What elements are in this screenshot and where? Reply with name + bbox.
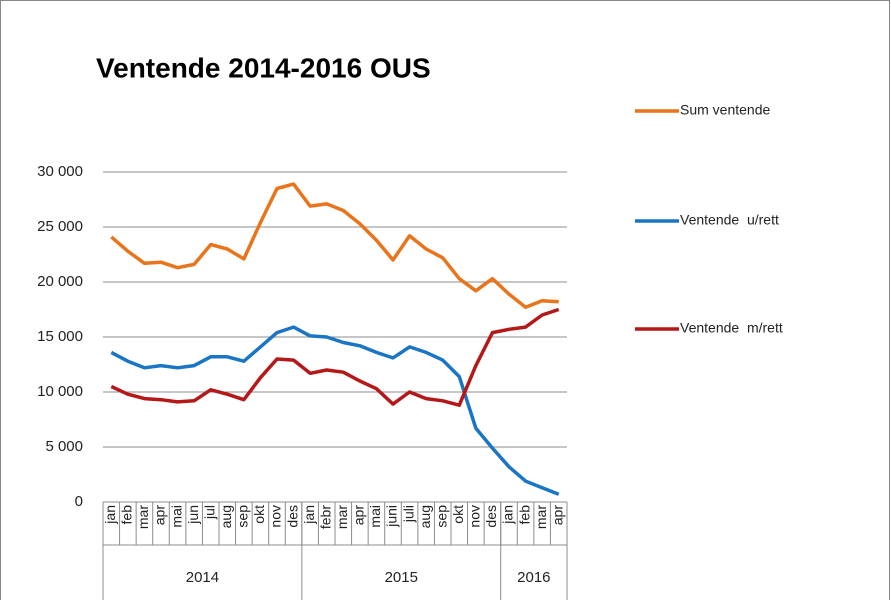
- series-line: [110, 307, 560, 407]
- x-tick-label: aug: [218, 505, 234, 528]
- x-tick-label: juli: [400, 505, 416, 523]
- x-tick-label: aug: [417, 505, 433, 528]
- legend-label: Sum ventende: [680, 102, 770, 118]
- x-tick-label: sep: [235, 505, 251, 528]
- chart-title: Ventende 2014-2016 OUS: [96, 52, 431, 83]
- x-tick-label: des: [483, 505, 499, 528]
- x-tick-label: jun: [185, 505, 201, 525]
- x-tick-label: jan: [301, 505, 317, 525]
- x-tick-label: jan: [102, 505, 118, 525]
- x-tick-label: febr: [317, 505, 333, 529]
- y-tick-label: 30 000: [37, 163, 83, 180]
- x-tick-label: apr: [351, 505, 367, 526]
- x-tick-label: mar: [135, 505, 151, 529]
- legend-label: Ventende m/rett: [680, 320, 783, 336]
- x-tick-label: nov: [467, 505, 483, 528]
- x-tick-label: mar: [334, 505, 350, 529]
- y-tick-label: 25 000: [37, 218, 83, 235]
- y-tick-label: 15 000: [37, 328, 83, 345]
- y-tick-label: 10 000: [37, 383, 83, 400]
- series-line: [110, 325, 560, 496]
- x-tick-label: jan: [500, 505, 516, 525]
- y-tick-label: 20 000: [37, 273, 83, 290]
- x-tick-label: mai: [367, 505, 383, 528]
- group-label: 2016: [517, 569, 550, 586]
- x-tick-label: okt: [450, 505, 466, 524]
- x-tick-label: mai: [168, 505, 184, 528]
- x-tick-label: mar: [533, 505, 549, 529]
- legend-label: Ventende u/rett: [680, 212, 779, 228]
- x-tick-label: feb: [516, 505, 532, 525]
- x-tick-label: jul: [201, 505, 217, 520]
- group-label: 2014: [186, 569, 219, 586]
- x-tick-label: okt: [251, 505, 267, 524]
- x-tick-label: apr: [152, 505, 168, 526]
- series-line: [110, 182, 559, 310]
- x-tick-label: sep: [433, 505, 449, 528]
- x-tick-label: feb: [119, 505, 135, 525]
- y-tick-label: 0: [75, 493, 83, 510]
- x-tick-label: apr: [549, 505, 565, 526]
- y-tick-label: 5 000: [45, 438, 83, 455]
- x-tick-label: des: [284, 505, 300, 528]
- x-tick-label: juni: [384, 505, 400, 528]
- x-tick-label: nov: [268, 505, 284, 528]
- group-label: 2015: [385, 569, 418, 586]
